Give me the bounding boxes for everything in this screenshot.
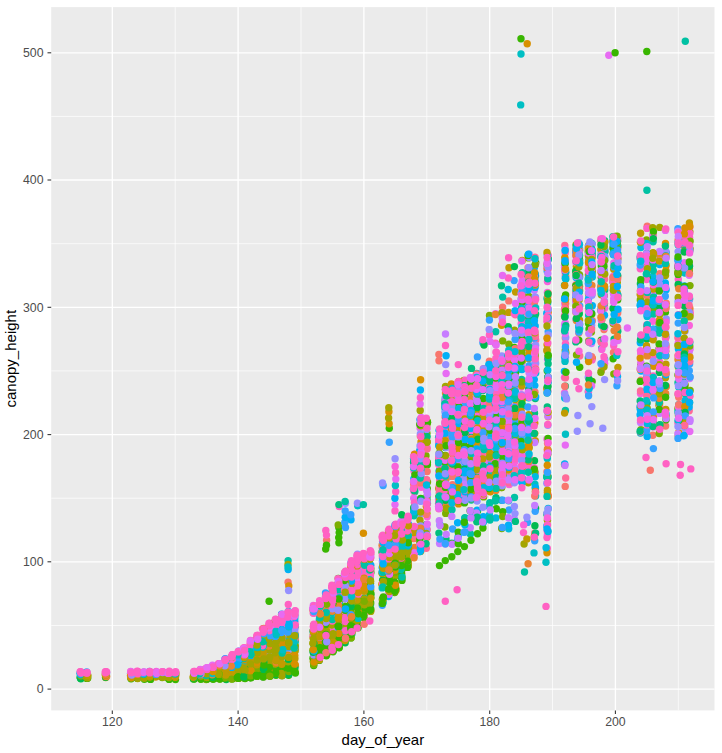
svg-text:160: 160	[354, 715, 375, 729]
svg-text:200: 200	[605, 715, 626, 729]
svg-text:300: 300	[23, 301, 44, 315]
svg-text:100: 100	[23, 555, 44, 569]
svg-text:120: 120	[102, 715, 123, 729]
svg-text:day_of_year: day_of_year	[342, 731, 425, 748]
svg-text:180: 180	[479, 715, 500, 729]
svg-text:140: 140	[228, 715, 249, 729]
svg-text:0: 0	[37, 682, 44, 696]
svg-text:200: 200	[23, 428, 44, 442]
svg-text:canopy_height: canopy_height	[2, 309, 19, 407]
svg-text:500: 500	[23, 46, 44, 60]
svg-text:400: 400	[23, 173, 44, 187]
